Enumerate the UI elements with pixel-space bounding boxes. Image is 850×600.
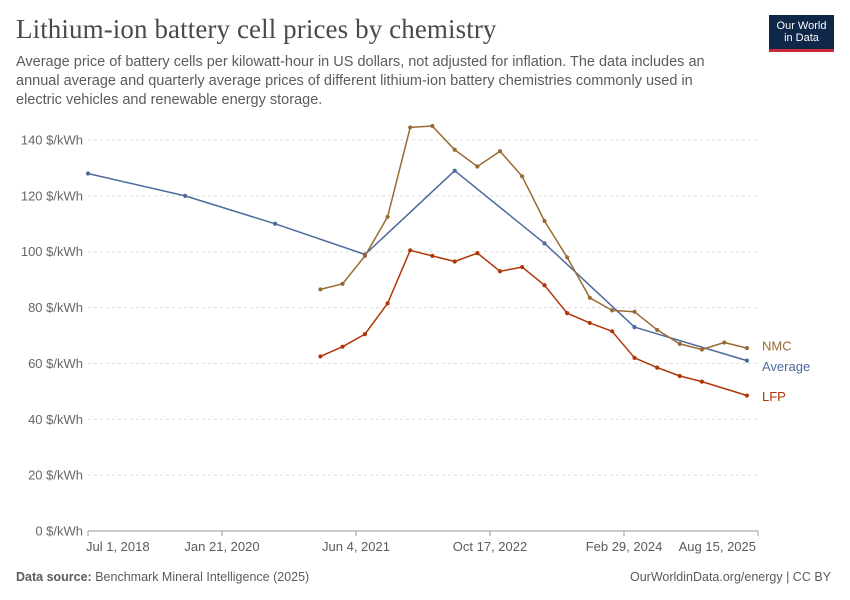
x-tick-label: Oct 17, 2022 bbox=[453, 539, 527, 554]
data-point-nmc[interactable] bbox=[385, 214, 390, 219]
data-point-nmc[interactable] bbox=[655, 327, 660, 333]
data-point-nmc[interactable] bbox=[430, 123, 435, 129]
data-point-lfp[interactable] bbox=[452, 259, 457, 264]
data-point-nmc[interactable] bbox=[542, 218, 547, 224]
data-source-text[interactable]: Benchmark Mineral Intelligence (2025) bbox=[95, 570, 310, 584]
data-point-nmc[interactable] bbox=[362, 253, 368, 259]
data-point-lfp[interactable] bbox=[677, 373, 682, 379]
data-point-nmc[interactable] bbox=[318, 287, 323, 292]
chart-subtitle: Average price of battery cells per kilow… bbox=[16, 54, 705, 108]
y-tick-label: 20 $/kWh bbox=[28, 468, 83, 483]
y-tick-label: 0 $/kWh bbox=[35, 524, 83, 539]
y-tick-label: 120 $/kWh bbox=[21, 188, 83, 203]
logo-line-1: Our World bbox=[776, 20, 827, 32]
data-point-average[interactable] bbox=[273, 221, 278, 226]
y-tick-label: 100 $/kWh bbox=[21, 244, 83, 259]
data-point-nmc[interactable] bbox=[452, 147, 457, 152]
data-point-lfp[interactable] bbox=[587, 320, 592, 326]
chart-title: Lithium-ion battery cell prices by chemi… bbox=[16, 14, 497, 44]
data-point-lfp[interactable] bbox=[385, 301, 390, 306]
data-point-nmc[interactable] bbox=[565, 255, 570, 260]
data-point-average[interactable] bbox=[183, 193, 188, 198]
x-tick-label: Jul 1, 2018 bbox=[86, 539, 150, 554]
data-point-lfp[interactable] bbox=[475, 251, 480, 256]
data-point-nmc[interactable] bbox=[475, 164, 480, 169]
series-label-lfp: LFP bbox=[762, 389, 786, 404]
footer-credit[interactable]: OurWorldinData.org/energy | CC BY bbox=[629, 570, 831, 584]
data-point-lfp[interactable] bbox=[744, 393, 750, 398]
data-point-lfp[interactable] bbox=[340, 344, 345, 349]
data-point-lfp[interactable] bbox=[408, 248, 413, 253]
data-point-average[interactable] bbox=[542, 241, 547, 246]
data-point-lfp[interactable] bbox=[610, 329, 615, 334]
data-point-nmc[interactable] bbox=[610, 308, 615, 313]
data-point-average[interactable] bbox=[452, 168, 457, 173]
data-point-lfp[interactable] bbox=[542, 283, 547, 288]
data-point-lfp[interactable] bbox=[520, 264, 525, 270]
data-source: Data source: Benchmark Mineral Intellige… bbox=[16, 570, 309, 584]
series-line-nmc[interactable] bbox=[320, 125, 748, 351]
data-point-lfp[interactable] bbox=[497, 269, 503, 274]
series-line-lfp[interactable] bbox=[320, 249, 748, 397]
y-tick-label: 140 $/kWh bbox=[21, 133, 83, 148]
data-point-lfp[interactable] bbox=[565, 311, 570, 316]
data-point-nmc[interactable] bbox=[744, 345, 750, 351]
x-tick-label: Aug 15, 2025 bbox=[679, 539, 756, 554]
data-point-nmc[interactable] bbox=[722, 340, 727, 345]
data-point-nmc[interactable] bbox=[632, 309, 637, 314]
data-source-label: Data source: bbox=[16, 570, 92, 584]
y-tick-label: 40 $/kWh bbox=[28, 412, 83, 427]
data-point-nmc[interactable] bbox=[520, 174, 525, 179]
data-point-average[interactable] bbox=[632, 325, 637, 330]
data-point-nmc[interactable] bbox=[408, 125, 413, 130]
series-label-nmc: NMC bbox=[762, 339, 792, 354]
series-line-average[interactable] bbox=[87, 169, 748, 362]
line-chart: 0 $/kWh 20 $/kWh 40 $/kWh 60 $/kWh 80 $/kWh 1… bbox=[21, 123, 810, 554]
data-point-nmc[interactable] bbox=[340, 281, 345, 286]
x-tick-label: Jan 21, 2020 bbox=[184, 539, 259, 554]
data-point-lfp[interactable] bbox=[362, 332, 368, 337]
data-point-nmc[interactable] bbox=[497, 149, 503, 154]
data-point-lfp[interactable] bbox=[699, 379, 705, 384]
data-point-average[interactable] bbox=[744, 358, 750, 363]
data-point-lfp[interactable] bbox=[430, 253, 435, 259]
owid-logo[interactable]: Our World in Data bbox=[769, 15, 834, 52]
data-point-lfp[interactable] bbox=[655, 365, 660, 370]
data-point-average[interactable] bbox=[85, 171, 91, 176]
x-tick-label: Feb 29, 2024 bbox=[586, 539, 663, 554]
data-point-nmc[interactable] bbox=[699, 347, 705, 352]
logo-line-2: in Data bbox=[784, 32, 819, 44]
series-label-average: Average bbox=[762, 359, 810, 374]
data-point-lfp[interactable] bbox=[632, 355, 637, 360]
y-tick-label: 60 $/kWh bbox=[28, 356, 83, 371]
data-point-lfp[interactable] bbox=[318, 354, 323, 359]
x-tick-label: Jun 4, 2021 bbox=[322, 539, 390, 554]
data-point-nmc[interactable] bbox=[677, 341, 682, 346]
data-point-nmc[interactable] bbox=[587, 295, 592, 300]
y-tick-label: 80 $/kWh bbox=[28, 300, 83, 315]
